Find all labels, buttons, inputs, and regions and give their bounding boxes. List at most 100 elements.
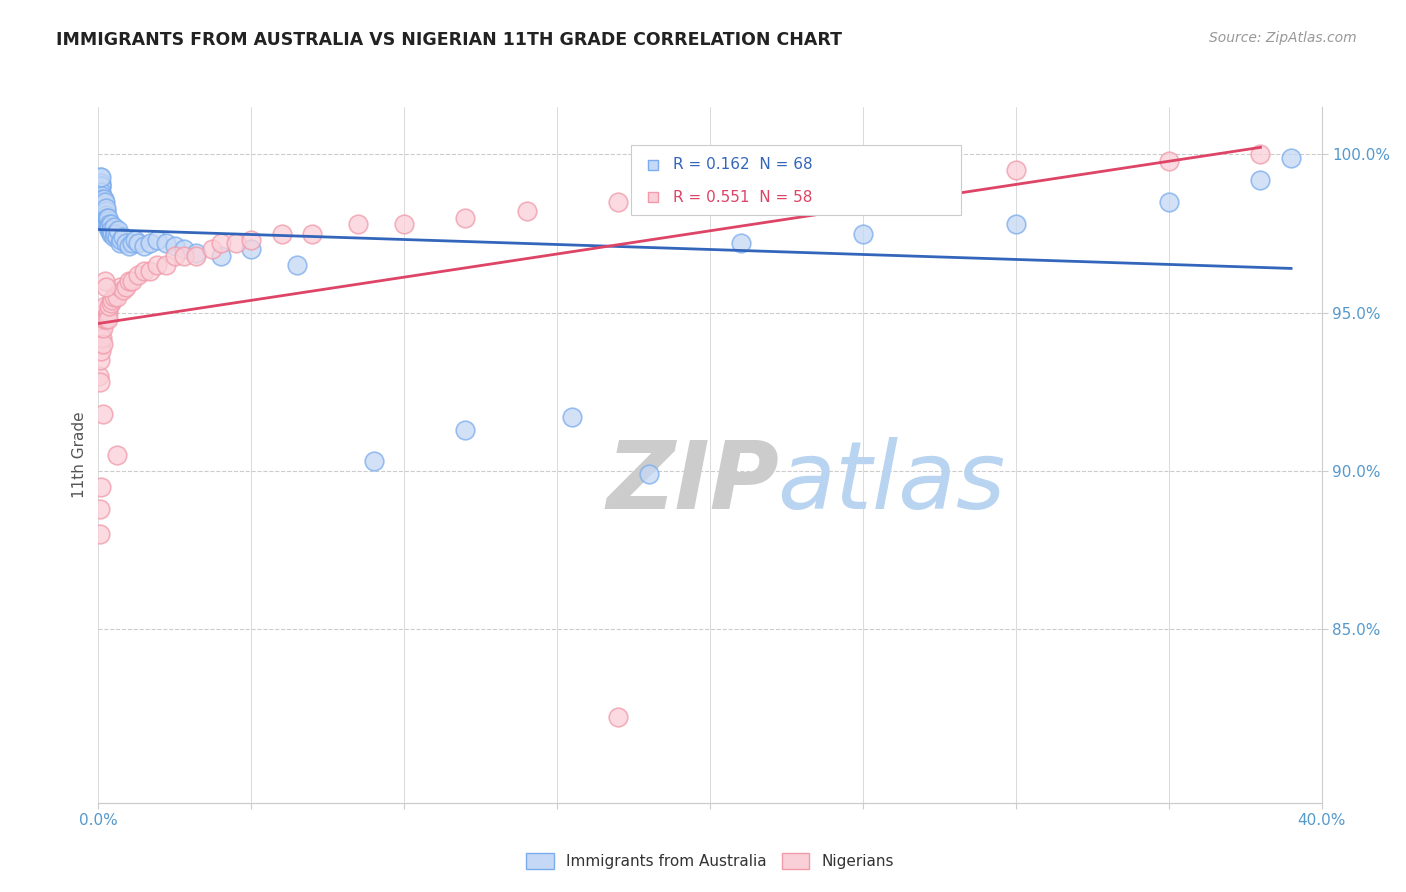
Point bbox=[134, 264, 156, 278]
Point bbox=[89, 375, 111, 389]
Point bbox=[516, 204, 538, 219]
Point bbox=[90, 479, 112, 493]
Point bbox=[163, 239, 186, 253]
Point bbox=[209, 249, 232, 263]
Point bbox=[93, 274, 115, 288]
Text: atlas: atlas bbox=[778, 437, 1005, 528]
Point bbox=[89, 169, 111, 184]
Point bbox=[127, 235, 149, 250]
Point bbox=[225, 235, 247, 250]
Point bbox=[90, 337, 112, 351]
Point bbox=[97, 312, 120, 326]
Legend: Immigrants from Australia, Nigerians: Immigrants from Australia, Nigerians bbox=[520, 847, 900, 875]
Point bbox=[127, 268, 149, 282]
Point bbox=[111, 284, 134, 298]
Point bbox=[155, 258, 177, 272]
Point bbox=[1279, 151, 1302, 165]
Point bbox=[98, 220, 121, 235]
Point bbox=[91, 201, 114, 215]
Point bbox=[93, 201, 115, 215]
Point bbox=[115, 235, 138, 250]
Point bbox=[98, 299, 121, 313]
Point bbox=[90, 343, 112, 358]
Point bbox=[90, 321, 112, 335]
Point bbox=[134, 239, 156, 253]
Point bbox=[100, 217, 122, 231]
Point bbox=[454, 423, 477, 437]
Point bbox=[103, 220, 125, 235]
Point bbox=[94, 208, 117, 222]
Point bbox=[121, 274, 143, 288]
Point bbox=[91, 188, 114, 202]
Point bbox=[108, 280, 131, 294]
Point bbox=[100, 227, 122, 241]
Point bbox=[91, 192, 114, 206]
Point bbox=[97, 220, 120, 235]
Point bbox=[96, 211, 118, 225]
Point bbox=[100, 296, 122, 310]
Y-axis label: 11th Grade: 11th Grade bbox=[72, 411, 87, 499]
Point bbox=[93, 198, 115, 212]
Point bbox=[301, 227, 323, 241]
Point bbox=[1249, 173, 1271, 187]
Point bbox=[1004, 217, 1026, 231]
Bar bbox=[630, 145, 960, 215]
Point bbox=[105, 448, 128, 462]
Point bbox=[363, 454, 385, 468]
Point bbox=[93, 305, 115, 319]
Point bbox=[89, 501, 111, 516]
Point bbox=[121, 235, 143, 250]
Text: ZIP: ZIP bbox=[606, 437, 779, 529]
Point bbox=[91, 407, 114, 421]
Point bbox=[200, 243, 222, 257]
Point bbox=[101, 227, 124, 241]
Point bbox=[97, 211, 120, 225]
Text: R = 0.551  N = 58: R = 0.551 N = 58 bbox=[673, 190, 813, 205]
Point bbox=[155, 235, 177, 250]
Point bbox=[89, 368, 111, 383]
Point bbox=[107, 223, 129, 237]
Point bbox=[94, 299, 117, 313]
Point bbox=[94, 204, 117, 219]
Point bbox=[163, 249, 186, 263]
Point bbox=[790, 179, 813, 194]
Point bbox=[607, 194, 630, 209]
Point bbox=[105, 290, 128, 304]
Point bbox=[90, 169, 112, 184]
Point bbox=[173, 249, 195, 263]
Point bbox=[97, 305, 120, 319]
Text: R = 0.162  N = 68: R = 0.162 N = 68 bbox=[673, 157, 813, 172]
Point bbox=[209, 235, 232, 250]
Point bbox=[94, 211, 117, 225]
Point bbox=[93, 194, 115, 209]
Point bbox=[103, 290, 125, 304]
Point bbox=[98, 223, 121, 237]
Point bbox=[186, 245, 208, 260]
Point bbox=[139, 235, 162, 250]
Point bbox=[730, 235, 752, 250]
Point bbox=[93, 192, 115, 206]
Point bbox=[1157, 153, 1180, 168]
Point bbox=[89, 179, 111, 194]
Text: IMMIGRANTS FROM AUSTRALIA VS NIGERIAN 11TH GRADE CORRELATION CHART: IMMIGRANTS FROM AUSTRALIA VS NIGERIAN 11… bbox=[56, 31, 842, 49]
Point bbox=[103, 229, 125, 244]
Point bbox=[89, 527, 111, 541]
Point bbox=[91, 321, 114, 335]
Point bbox=[115, 280, 138, 294]
Point bbox=[100, 223, 122, 237]
Point bbox=[94, 201, 117, 215]
Point bbox=[347, 217, 370, 231]
Point bbox=[392, 217, 416, 231]
Point bbox=[91, 337, 114, 351]
Point bbox=[91, 194, 114, 209]
Point bbox=[91, 331, 114, 345]
Point bbox=[699, 186, 721, 200]
Point bbox=[454, 211, 477, 225]
Point bbox=[186, 249, 208, 263]
Point bbox=[97, 217, 120, 231]
Point bbox=[118, 239, 141, 253]
Point bbox=[97, 217, 120, 231]
Point bbox=[111, 229, 134, 244]
Point bbox=[124, 233, 146, 247]
Point bbox=[108, 235, 131, 250]
